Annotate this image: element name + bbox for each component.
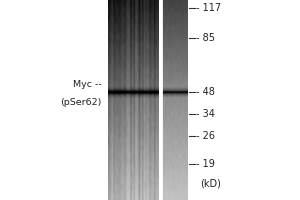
Text: (pSer62): (pSer62) xyxy=(61,98,102,107)
Text: Myc --: Myc -- xyxy=(73,80,102,89)
Text: - 85: - 85 xyxy=(196,33,215,43)
Text: - 48: - 48 xyxy=(196,87,215,97)
Text: (kD): (kD) xyxy=(200,179,221,189)
Text: - 117: - 117 xyxy=(196,3,221,13)
Text: - 19: - 19 xyxy=(196,159,215,169)
Text: - 34: - 34 xyxy=(196,109,215,119)
Text: - 26: - 26 xyxy=(196,131,215,141)
